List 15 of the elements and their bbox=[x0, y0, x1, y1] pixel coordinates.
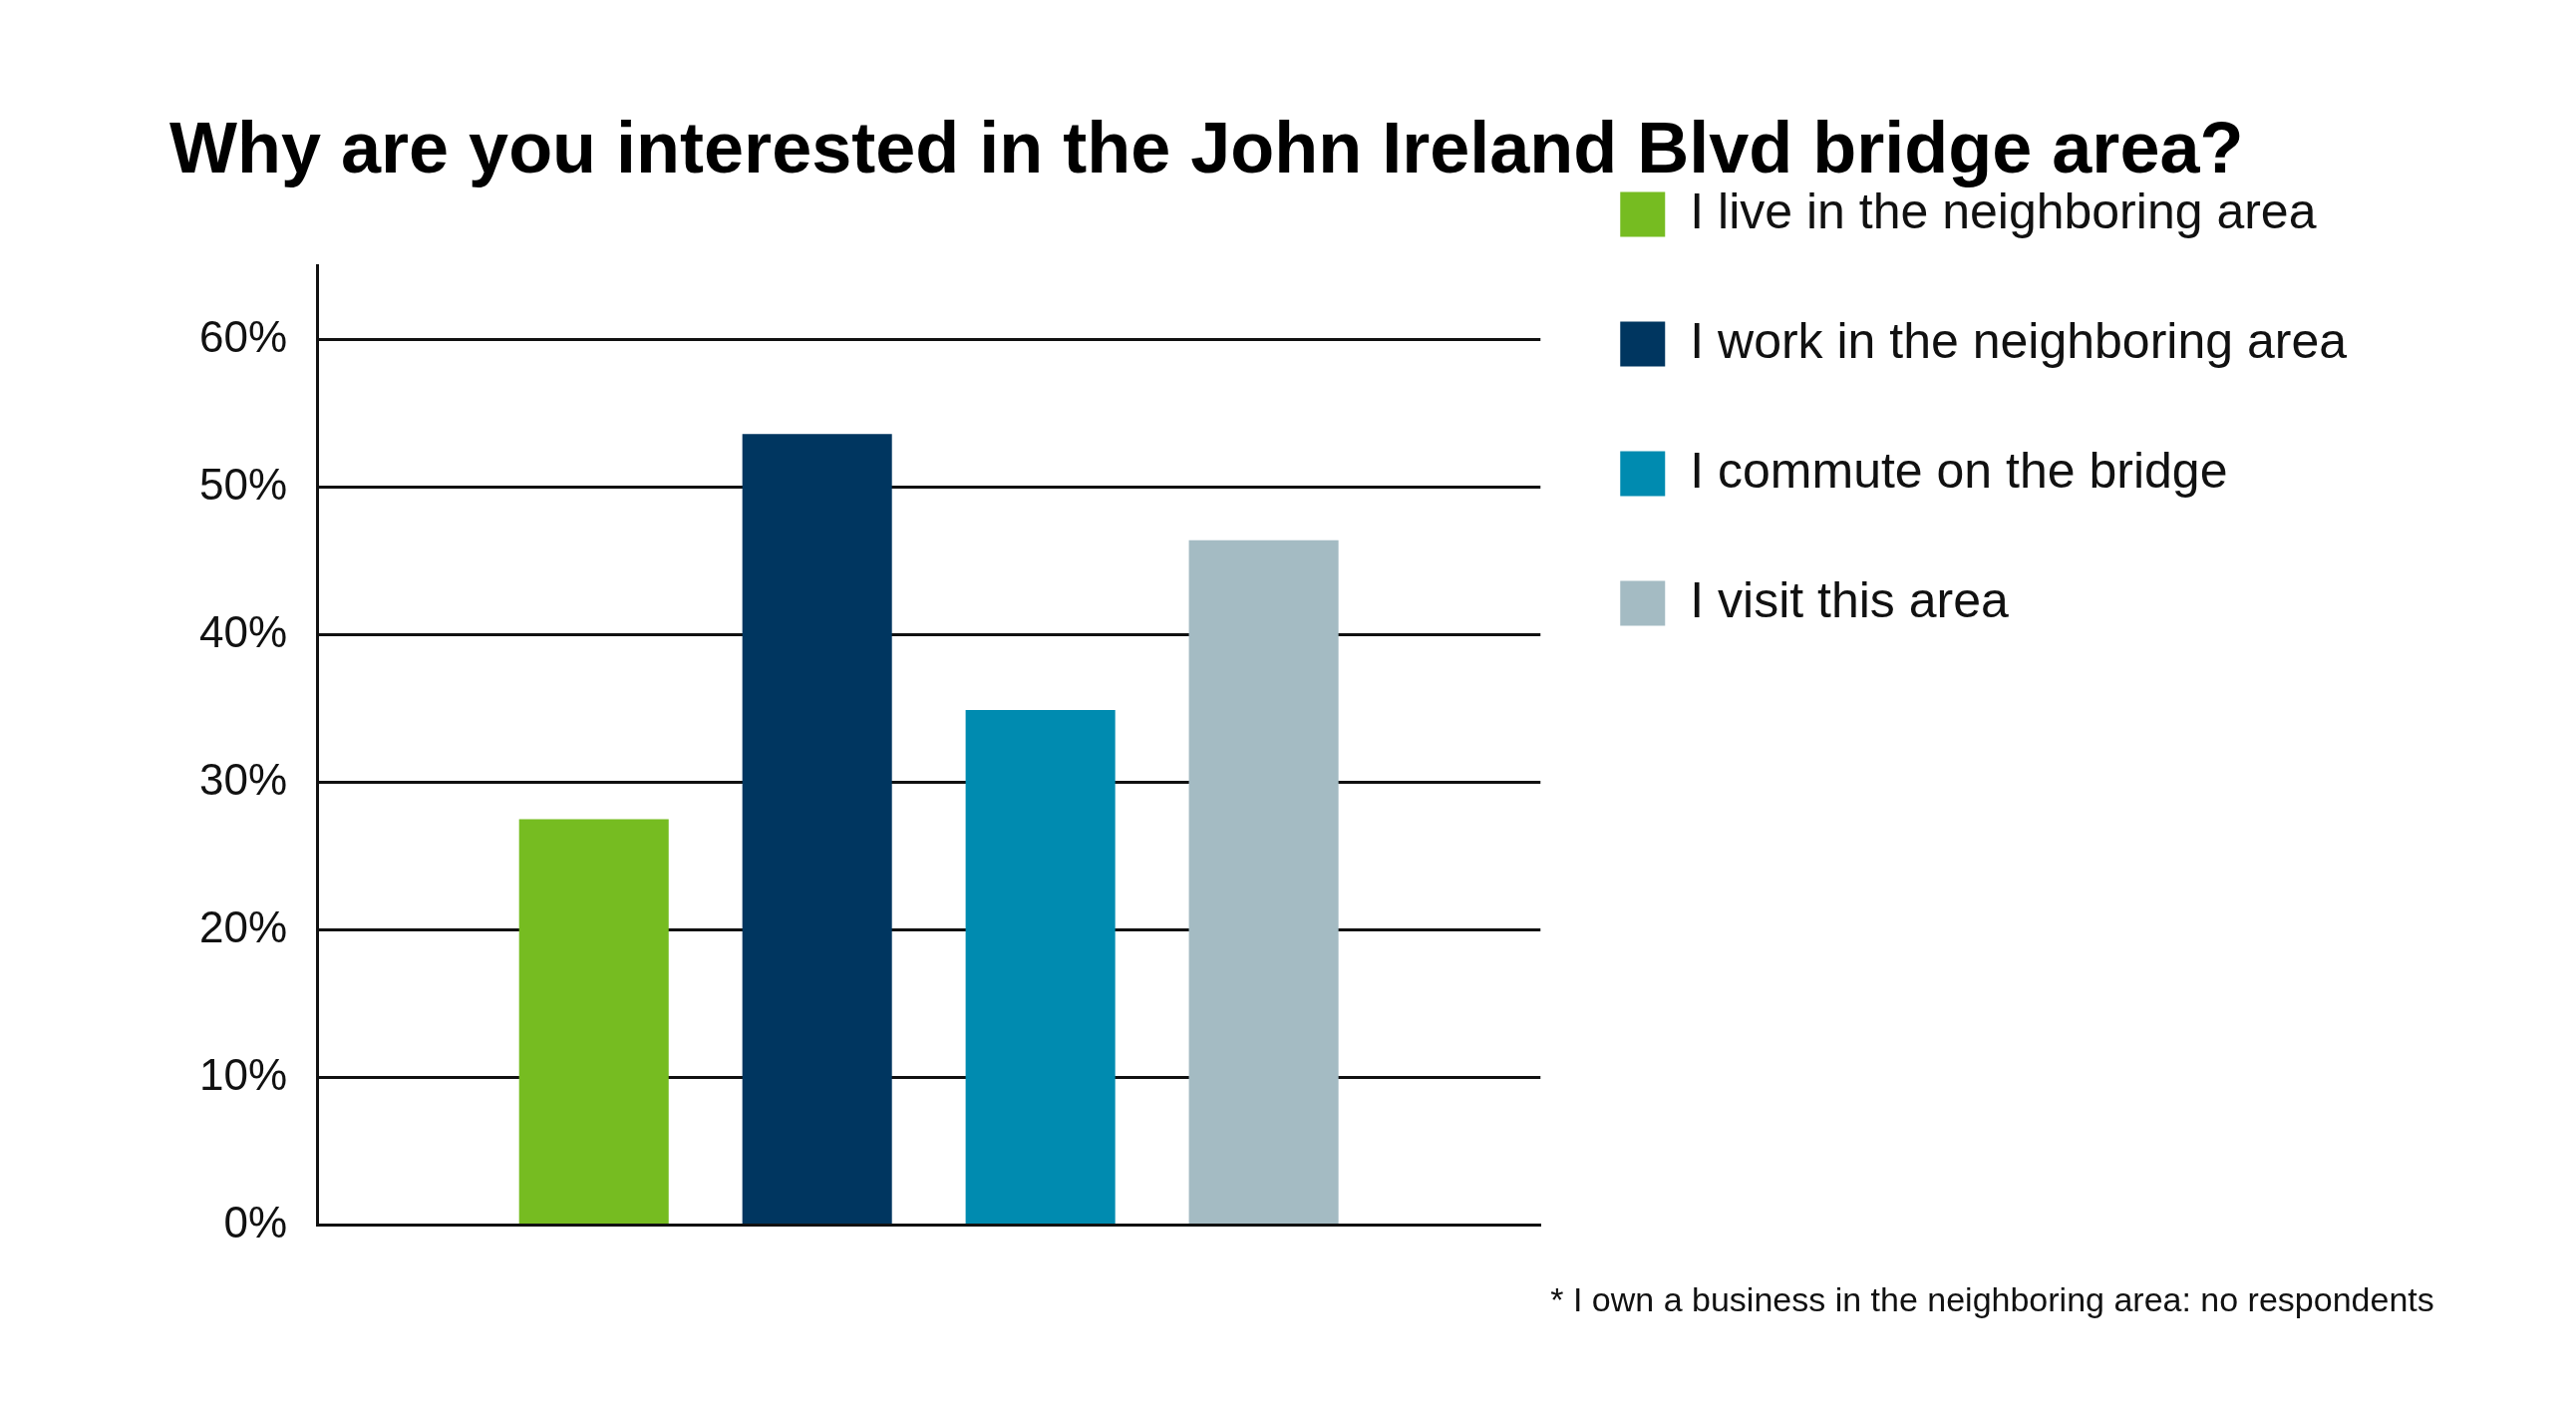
bar bbox=[742, 434, 892, 1225]
legend-label: I visit this area bbox=[1690, 571, 2010, 628]
legend-label: I commute on the bridge bbox=[1690, 442, 2228, 499]
y-tick-label: 50% bbox=[198, 459, 288, 509]
text: * I own a business in the neighboring area: no respondents bbox=[1550, 1280, 2434, 1319]
legend-label: I work in the neighboring area bbox=[1690, 312, 2348, 369]
y-tick-label: 20% bbox=[198, 901, 288, 951]
bar bbox=[1188, 539, 1339, 1225]
y-tick-label: 30% bbox=[198, 754, 288, 804]
y-tick-label: 10% bbox=[198, 1049, 288, 1099]
y-tick-label: 40% bbox=[198, 606, 288, 656]
bar bbox=[965, 709, 1116, 1225]
y-tick-label: 60% bbox=[198, 311, 288, 361]
y-tick-label: 0% bbox=[223, 1197, 288, 1247]
bar bbox=[518, 819, 669, 1225]
